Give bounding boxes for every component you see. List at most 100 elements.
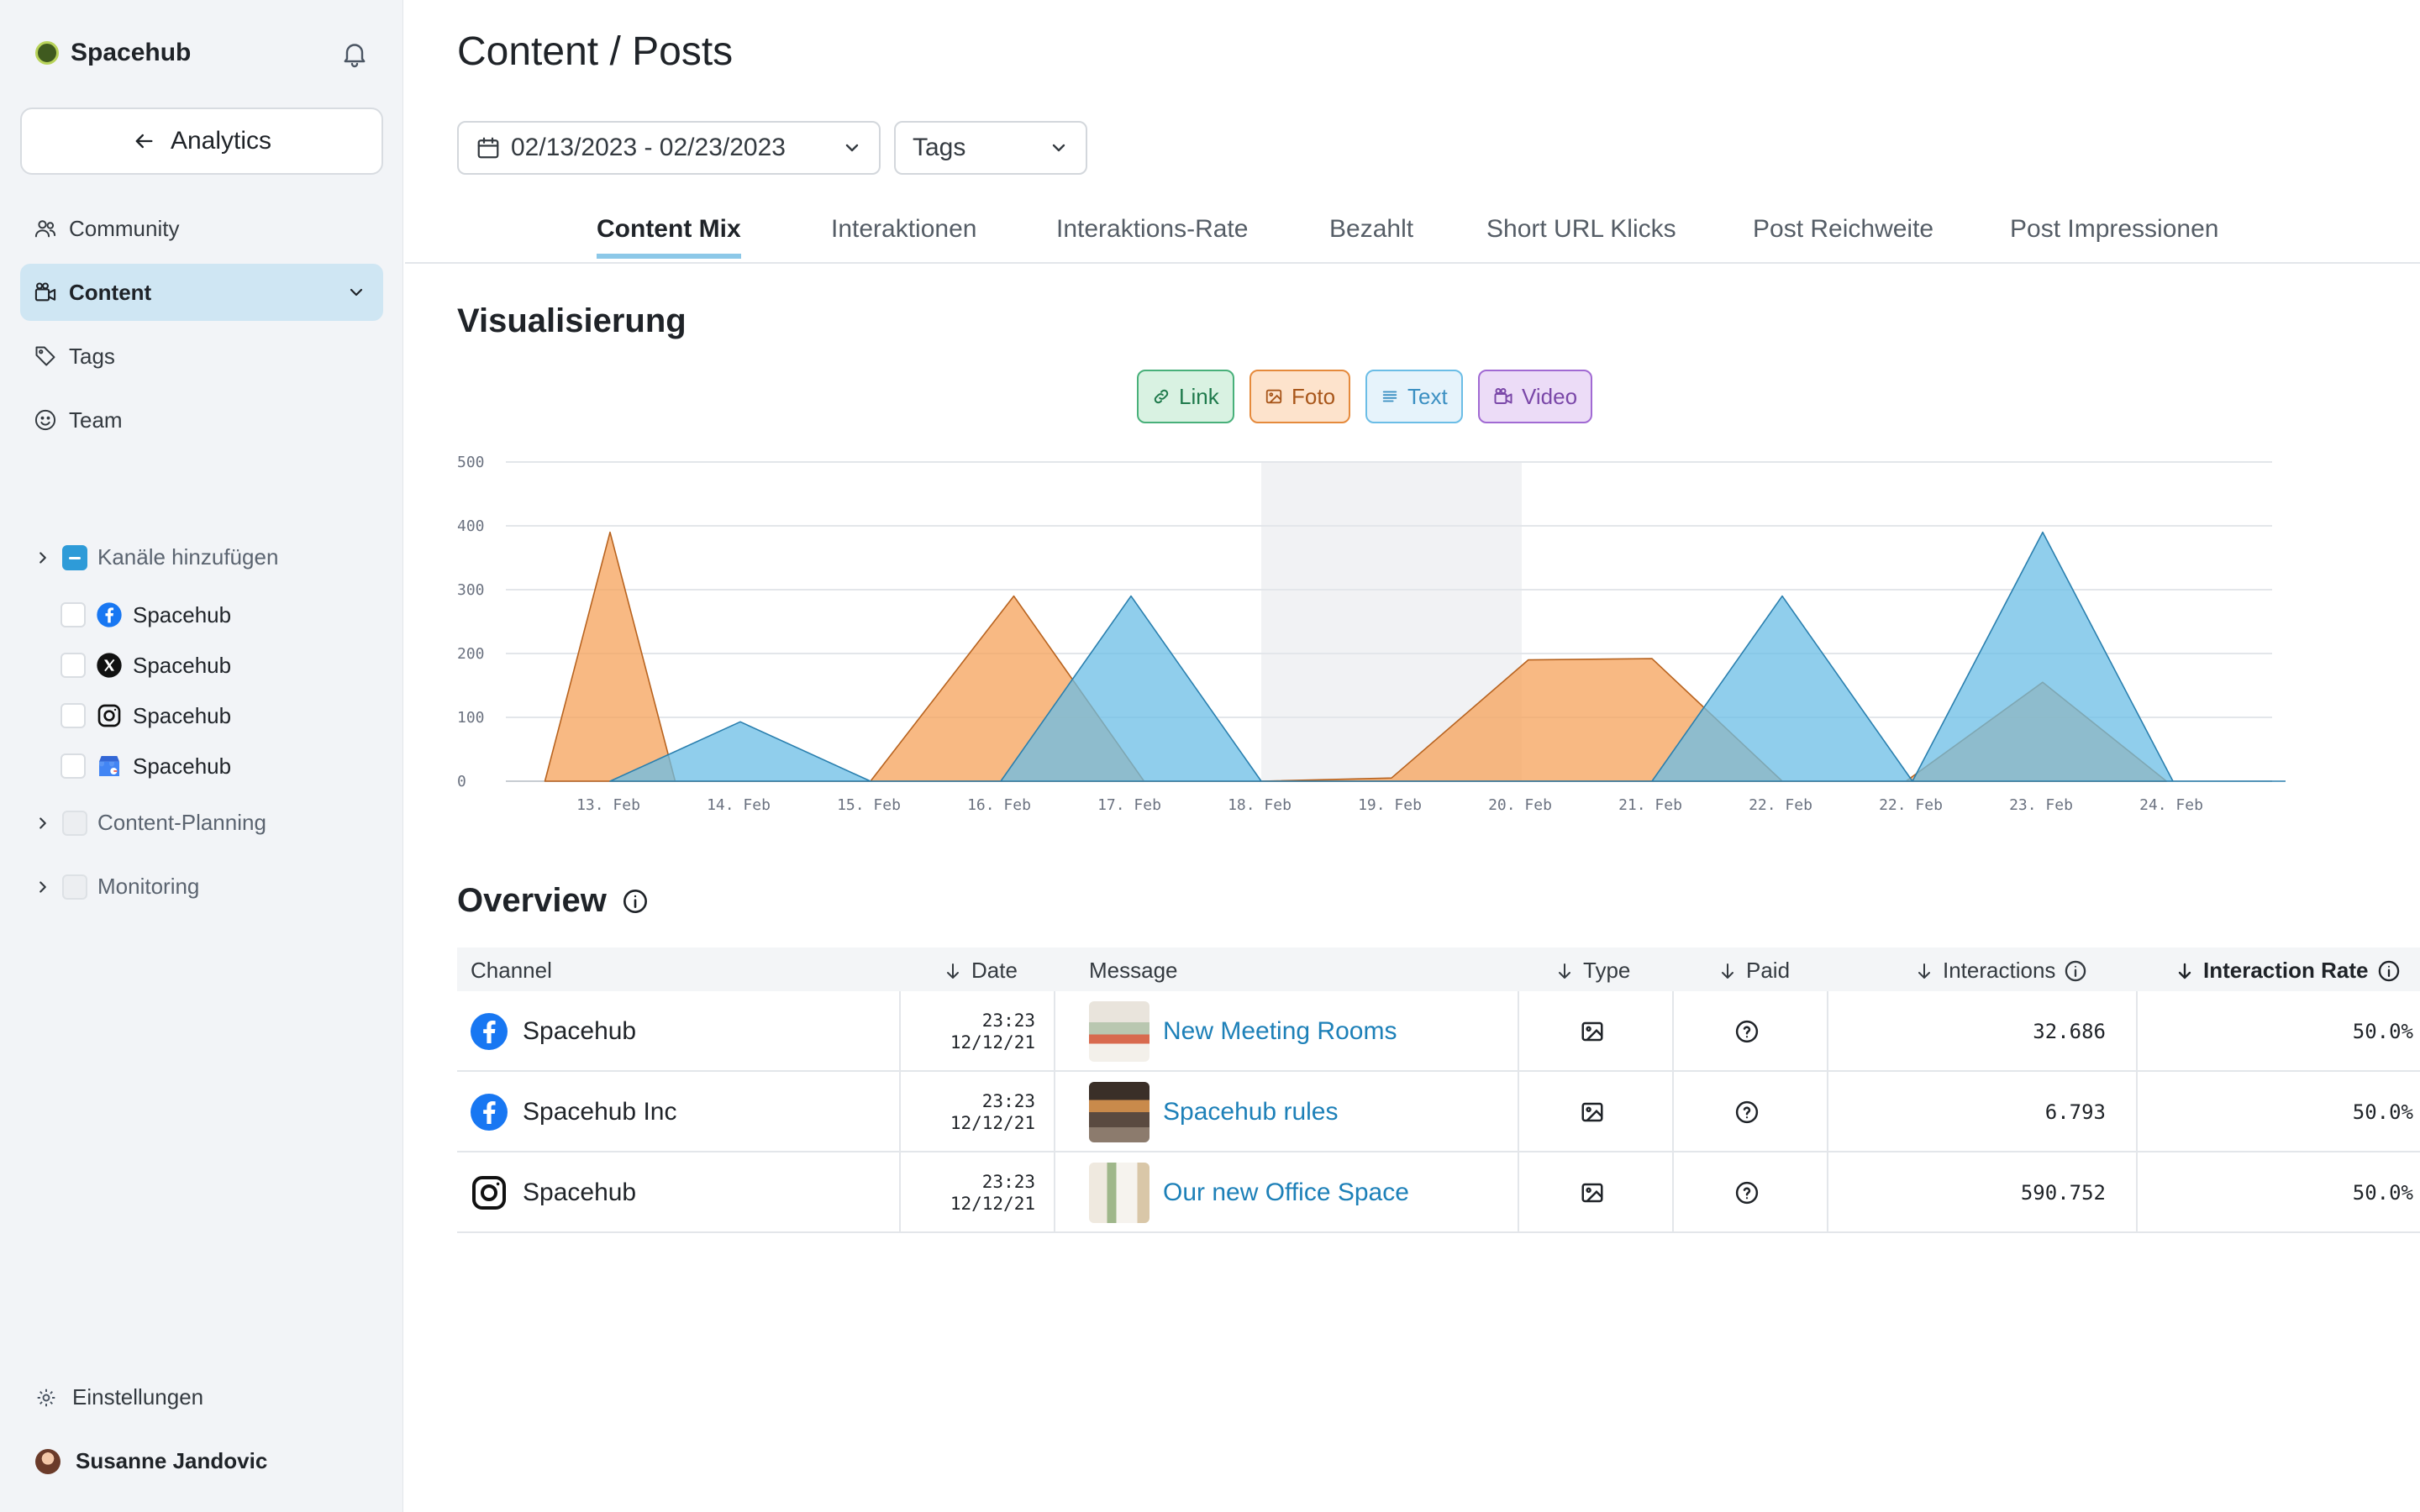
smile-icon — [34, 409, 56, 431]
channels-group-checkbox[interactable] — [62, 544, 87, 570]
paid-cell — [1734, 991, 1760, 1072]
table-row[interactable]: Spacehub 23:23 12/12/21 Our new Office S… — [457, 1152, 2420, 1233]
tab-interaktionen[interactable]: Interaktionen — [831, 215, 977, 243]
brand-logo — [35, 41, 59, 65]
channel-cell: Spacehub — [469, 991, 636, 1072]
monitoring-group[interactable]: Monitoring — [34, 874, 199, 900]
tab-post-reichweite[interactable]: Post Reichweite — [1753, 215, 1934, 243]
tag-icon — [35, 346, 55, 366]
info-icon[interactable] — [2064, 959, 2087, 983]
channel-checkbox[interactable] — [60, 703, 86, 728]
channel-item[interactable]: Spacehub — [60, 601, 231, 628]
legend-video[interactable]: Video — [1478, 370, 1593, 423]
overview-title: Overview — [457, 882, 649, 920]
monitoring-checkbox[interactable] — [62, 874, 87, 900]
message-link[interactable]: Spacehub rules — [1163, 1098, 1339, 1126]
column-label: Type — [1583, 958, 1631, 983]
x-icon — [97, 653, 122, 678]
x-tick-label: 19. Feb — [1358, 796, 1422, 814]
column-header-type[interactable]: Type — [1555, 958, 1630, 984]
column-header-interaction-rate[interactable]: Interaction Rate — [2175, 958, 2401, 984]
message-link[interactable]: New Meeting Rooms — [1163, 1017, 1397, 1045]
date-cell: 23:23 12/12/21 — [928, 1152, 1035, 1233]
workspace-switcher[interactable]: Spacehub — [35, 39, 191, 67]
chevron-right-icon — [39, 816, 46, 829]
info-icon[interactable] — [622, 888, 649, 915]
column-header-message[interactable]: Message — [1089, 958, 1178, 984]
group-label: Content-Planning — [97, 810, 266, 835]
x-tick-label: 13. Feb — [576, 796, 640, 814]
interaction-rate-cell: 50.0% — [2352, 1100, 2413, 1124]
chevron-down-icon — [1052, 144, 1065, 152]
bell-icon[interactable] — [339, 39, 370, 69]
message-cell[interactable]: Our new Office Space — [1089, 1152, 1409, 1233]
type-cell — [1580, 1152, 1605, 1233]
channels-group[interactable]: Kanäle hinzufügen — [34, 544, 278, 570]
tags-filter[interactable]: Tags — [894, 121, 1087, 175]
nav-item-label: Tags — [69, 343, 115, 369]
tab-post-impressionen[interactable]: Post Impressionen — [2010, 215, 2219, 243]
info-icon[interactable] — [2377, 959, 2401, 983]
image-icon — [1265, 389, 1282, 404]
tab-bezahlt[interactable]: Bezahlt — [1329, 215, 1414, 243]
arrow-down-icon — [1918, 963, 1930, 979]
user-menu[interactable]: Susanne Jandovic — [35, 1448, 267, 1474]
legend-link[interactable]: Link — [1137, 370, 1234, 423]
message-cell[interactable]: New Meeting Rooms — [1089, 991, 1397, 1072]
date-cell: 23:23 12/12/21 — [928, 1072, 1035, 1152]
table-row[interactable]: Spacehub Inc 23:23 12/12/21 Spacehub rul… — [457, 1072, 2420, 1152]
nav-item-team[interactable]: Team — [20, 391, 383, 449]
arrow-left-icon — [135, 134, 153, 149]
content-icon — [34, 282, 56, 302]
page-title: Content / Posts — [457, 29, 734, 74]
post-time: 23:23 — [981, 1172, 1035, 1192]
visualisierung-title: Visualisierung — [457, 302, 687, 339]
content-planning-checkbox[interactable] — [62, 810, 87, 836]
column-header-paid[interactable]: Paid — [1718, 958, 1790, 984]
column-header-interactions[interactable]: Interactions — [1914, 958, 2087, 984]
tab-content-mix[interactable]: Content Mix — [597, 215, 741, 259]
back-to-analytics-button[interactable]: Analytics — [20, 108, 383, 175]
x-tick-label: 20. Feb — [1488, 796, 1552, 814]
x-tick-label: 24. Feb — [2139, 796, 2203, 814]
message-cell[interactable]: Spacehub rules — [1089, 1072, 1338, 1152]
column-header-date[interactable]: Date — [943, 958, 1018, 984]
table-header: Channel Date Message Type Paid Interacti… — [457, 948, 2420, 991]
channel-item[interactable]: Spacehub — [60, 753, 231, 780]
group-label: Monitoring — [97, 874, 200, 899]
y-tick-label: 100 — [457, 709, 485, 727]
nav-item-content[interactable]: Content — [20, 264, 383, 321]
nav-item-community[interactable]: Community — [20, 200, 383, 257]
legend-foto[interactable]: Foto — [1249, 370, 1351, 423]
legend-label: Link — [1179, 383, 1219, 409]
tab-short-url-klicks[interactable]: Short URL Klicks — [1486, 215, 1676, 243]
y-tick-label: 300 — [457, 581, 485, 599]
legend-text[interactable]: Text — [1365, 370, 1463, 423]
tab-interaktions-rate[interactable]: Interaktions-Rate — [1056, 215, 1249, 243]
back-button-label: Analytics — [170, 127, 272, 155]
channel-item[interactable]: Spacehub — [60, 652, 231, 679]
interaction-rate-cell: 50.0% — [2352, 1020, 2413, 1043]
question-circle-icon — [1735, 1020, 1759, 1043]
sidebar: Spacehub Analytics Community Content Tag… — [0, 0, 403, 1512]
message-link[interactable]: Our new Office Space — [1163, 1179, 1409, 1206]
settings-label: Einstellungen — [72, 1384, 204, 1410]
column-label: Date — [971, 958, 1018, 983]
users-icon — [34, 220, 56, 238]
channel-checkbox[interactable] — [60, 602, 86, 627]
area-series-text — [609, 531, 2286, 782]
post-time: 23:23 — [981, 1091, 1035, 1111]
channel-checkbox[interactable] — [60, 753, 86, 779]
overview-table: Channel Date Message Type Paid Interacti… — [457, 948, 2420, 1233]
brand-name: Spacehub — [71, 39, 192, 66]
column-header-channel[interactable]: Channel — [471, 958, 552, 984]
settings-link[interactable]: Einstellungen — [35, 1384, 203, 1410]
table-row[interactable]: Spacehub 23:23 12/12/21 New Meeting Room… — [457, 991, 2420, 1072]
content-planning-group[interactable]: Content-Planning — [34, 810, 266, 836]
date-range-picker[interactable]: 02/13/2023 - 02/23/2023 — [457, 121, 881, 175]
channel-checkbox[interactable] — [60, 653, 86, 678]
legend-label: Video — [1522, 383, 1578, 409]
nav-item-tags[interactable]: Tags — [20, 328, 383, 385]
channel-item[interactable]: Spacehub — [60, 702, 231, 729]
calendar-icon — [477, 137, 499, 159]
